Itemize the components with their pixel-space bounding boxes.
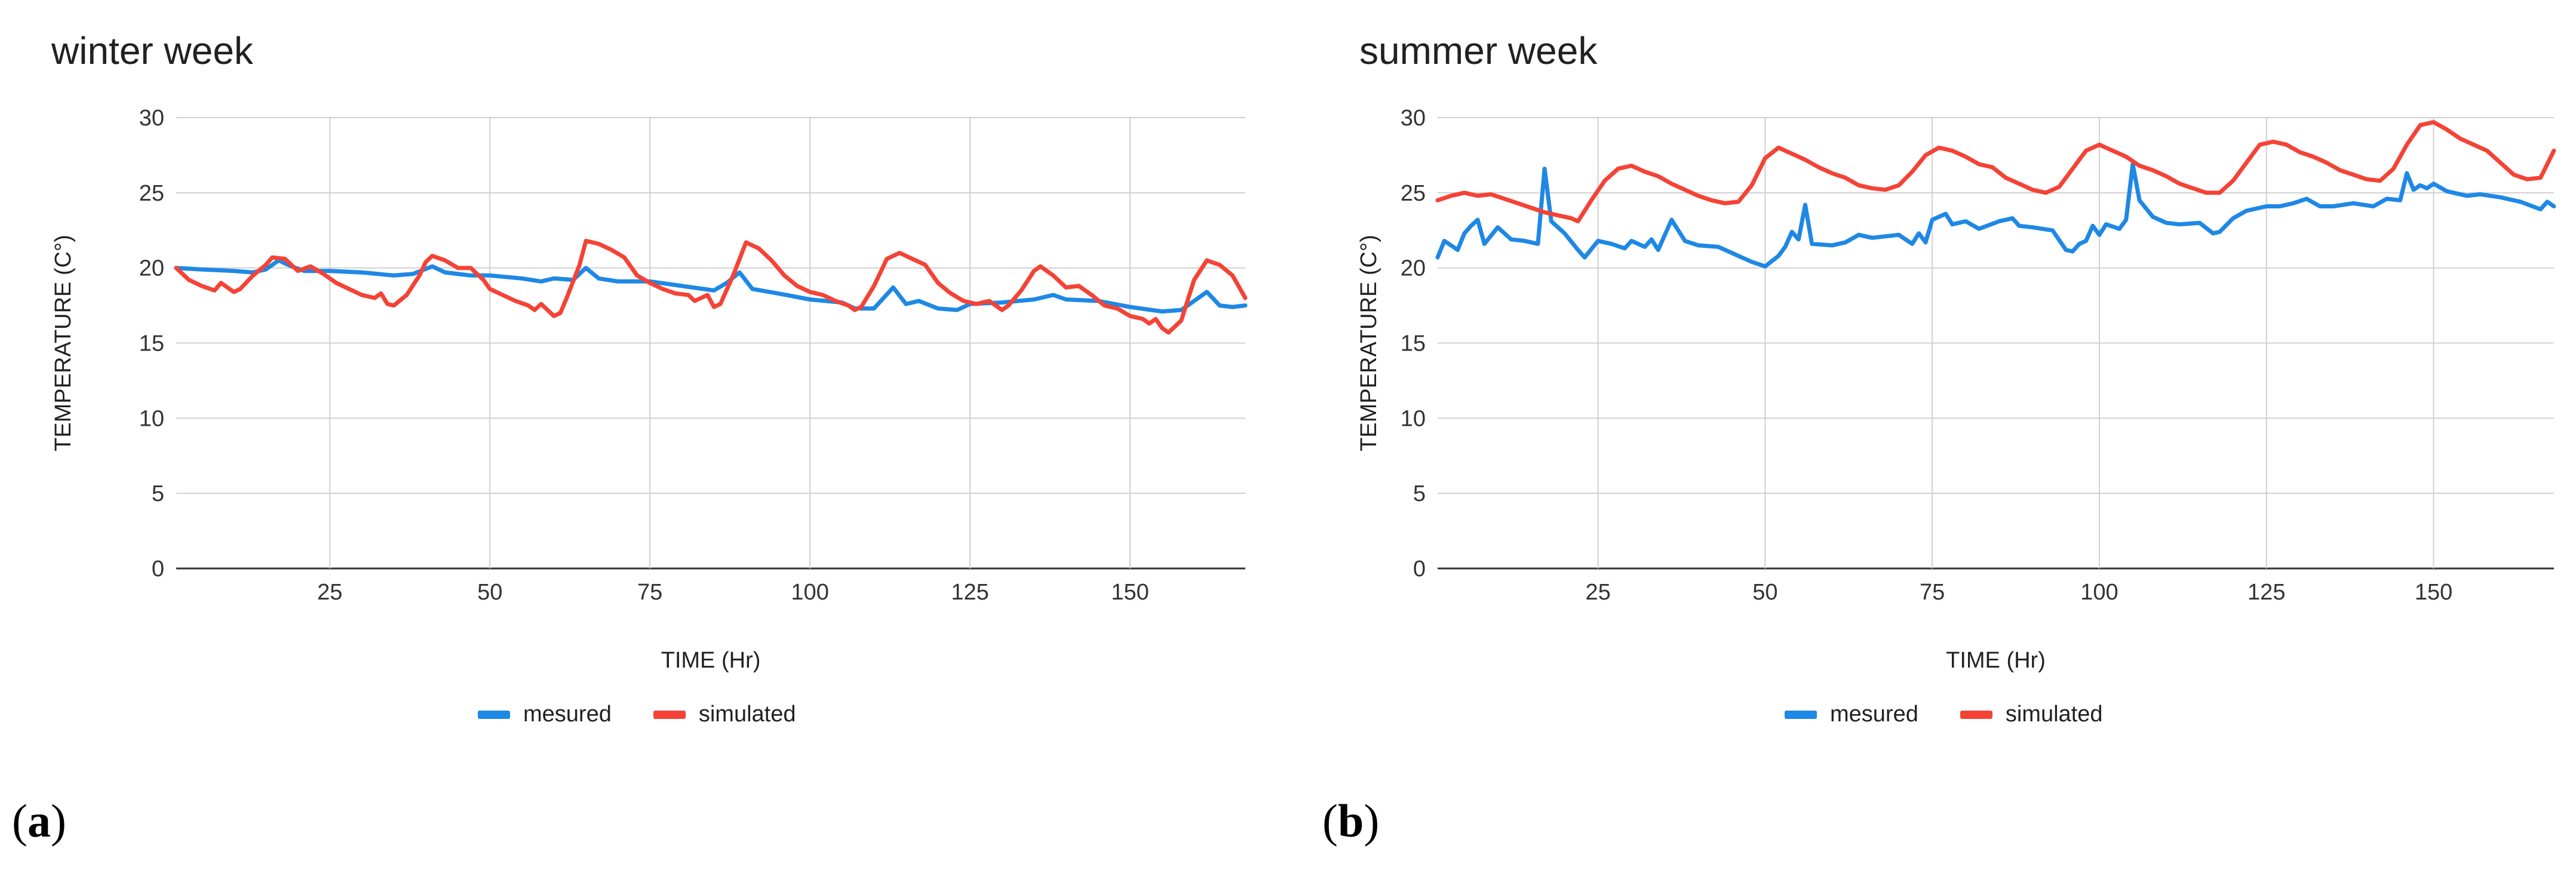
legend-label-simulated: simulated [698,702,796,727]
x-tick-label: 150 [2415,580,2452,605]
y-tick-label: 10 [139,406,164,431]
legend-item-simulated: simulated [1960,702,2103,727]
x-tick-label: 50 [477,580,502,605]
legend-swatch-simulated [1960,710,1992,719]
chart-svg: 0 5 10 15 20 25 30 25 50 75 100 125 150 TIME (Hr) TEMP… [51,106,1248,673]
x-tick-label: 25 [1585,580,1610,605]
y-axis-label: TEMPERATURE (C°) [1356,235,1381,451]
x-tick-label: 25 [317,580,342,605]
chart-title: summer week [1359,29,1598,72]
y-tick-label: 10 [1401,406,1426,431]
y-tick-label: 20 [1401,256,1426,281]
panel-label: (a) [12,795,66,847]
x-tick-label: 100 [791,580,828,605]
x-tick-label: 150 [1111,580,1149,605]
legend-item-simulated: simulated [653,702,796,727]
y-tick-label: 30 [139,106,164,131]
legend-label-mesured: mesured [1830,702,1918,727]
series-line-simulated [174,238,1248,335]
x-axis-label: TIME (Hr) [1946,648,2046,673]
y-tick-label: 0 [1413,557,1426,582]
x-tick-label: 75 [1920,580,1945,605]
x-tick-label: 50 [1752,580,1777,605]
y-tick-label: 15 [1401,331,1426,356]
series-line-mesured [174,258,1248,314]
series-line-mesured [1435,162,2556,269]
series-line-simulated [1435,120,2556,224]
x-tick-label: 100 [2080,580,2118,605]
chart-panel-b: summer week 0 5 10 15 20 25 30 25 50 75 100 125 150 T… [1288,0,2575,873]
y-tick-label: 5 [152,481,164,506]
chart-title: winter week [51,29,253,72]
y-tick-label: 20 [139,256,164,281]
x-axis-label: TIME (Hr) [661,648,761,673]
legend-item-mesured: mesured [478,702,612,727]
chart-panel-a: winter week 0 5 10 15 20 25 30 25 50 75 100 125 150 T… [12,29,1248,847]
legend-swatch-mesured [478,710,510,719]
chart-svg: 0 5 10 15 20 25 30 25 50 75 100 125 150 TIME (Hr) TEMP… [1356,106,2556,673]
y-tick-label: 25 [139,181,164,206]
chart-legend: mesured simulated [1785,702,2144,727]
y-tick-label: 5 [1413,481,1426,506]
legend-label-mesured: mesured [523,702,612,727]
chart-legend: mesured simulated [478,702,837,727]
y-tick-label: 25 [1401,181,1426,206]
x-tick-label: 75 [637,580,662,605]
legend-swatch-mesured [1785,710,1817,719]
panel-label: (b) [1322,795,1380,847]
x-tick-label: 125 [2248,580,2285,605]
legend-label-simulated: simulated [2005,702,2103,727]
y-tick-label: 0 [152,557,164,582]
y-tick-label: 30 [1401,106,1426,131]
legend-item-mesured: mesured [1785,702,1918,727]
y-tick-label: 15 [139,331,164,356]
x-tick-label: 125 [951,580,988,605]
y-axis-label: TEMPERATURE (C°) [51,235,76,451]
legend-swatch-simulated [653,710,686,719]
